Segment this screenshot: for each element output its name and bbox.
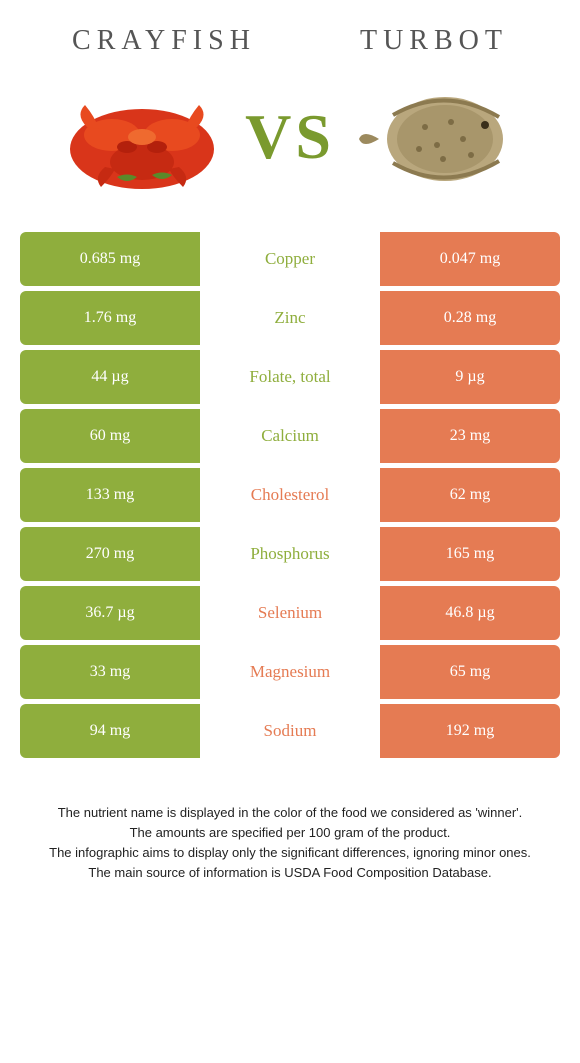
table-row: 44 µgFolate, total9 µg <box>20 350 560 404</box>
table-row: 36.7 µgSelenium46.8 µg <box>20 586 560 640</box>
cell-nutrient: Folate, total <box>200 350 380 404</box>
footnote-line: The nutrient name is displayed in the co… <box>30 803 550 823</box>
footnote-line: The infographic aims to display only the… <box>30 843 550 863</box>
crayfish-image <box>57 77 227 197</box>
table-row: 1.76 mgZinc0.28 mg <box>20 291 560 345</box>
vs-label: VS <box>245 100 335 174</box>
cell-left: 0.685 mg <box>20 232 200 286</box>
cell-left: 133 mg <box>20 468 200 522</box>
cell-nutrient: Selenium <box>200 586 380 640</box>
infographic-page: Crayfish Turbot VS <box>0 0 580 914</box>
cell-left: 36.7 µg <box>20 586 200 640</box>
table-row: 94 mgSodium192 mg <box>20 704 560 758</box>
footnotes: The nutrient name is displayed in the co… <box>30 803 550 884</box>
table-row: 0.685 mgCopper0.047 mg <box>20 232 560 286</box>
cell-left: 60 mg <box>20 409 200 463</box>
cell-right: 9 µg <box>380 350 560 404</box>
cell-nutrient: Sodium <box>200 704 380 758</box>
footnote-line: The main source of information is USDA F… <box>30 863 550 883</box>
cell-nutrient: Zinc <box>200 291 380 345</box>
cell-nutrient: Phosphorus <box>200 527 380 581</box>
cell-right: 23 mg <box>380 409 560 463</box>
nutrient-table: 0.685 mgCopper0.047 mg1.76 mgZinc0.28 mg… <box>20 232 560 758</box>
table-row: 33 mgMagnesium65 mg <box>20 645 560 699</box>
cell-left: 1.76 mg <box>20 291 200 345</box>
cell-right: 62 mg <box>380 468 560 522</box>
table-row: 270 mgPhosphorus165 mg <box>20 527 560 581</box>
cell-left: 33 mg <box>20 645 200 699</box>
cell-right: 65 mg <box>380 645 560 699</box>
footnote-line: The amounts are specified per 100 gram o… <box>30 823 550 843</box>
cell-left: 94 mg <box>20 704 200 758</box>
cell-nutrient: Copper <box>200 232 380 286</box>
cell-nutrient: Cholesterol <box>200 468 380 522</box>
cell-right: 0.28 mg <box>380 291 560 345</box>
cell-right: 192 mg <box>380 704 560 758</box>
cell-left: 270 mg <box>20 527 200 581</box>
title-row: Crayfish Turbot <box>0 10 580 67</box>
turbot-image <box>353 77 523 197</box>
cell-right: 165 mg <box>380 527 560 581</box>
cell-nutrient: Calcium <box>200 409 380 463</box>
title-right: Turbot <box>360 25 508 57</box>
cell-nutrient: Magnesium <box>200 645 380 699</box>
vs-row: VS <box>0 67 580 232</box>
cell-left: 44 µg <box>20 350 200 404</box>
cell-right: 46.8 µg <box>380 586 560 640</box>
title-left: Crayfish <box>72 25 256 57</box>
table-row: 133 mgCholesterol62 mg <box>20 468 560 522</box>
cell-right: 0.047 mg <box>380 232 560 286</box>
table-row: 60 mgCalcium23 mg <box>20 409 560 463</box>
